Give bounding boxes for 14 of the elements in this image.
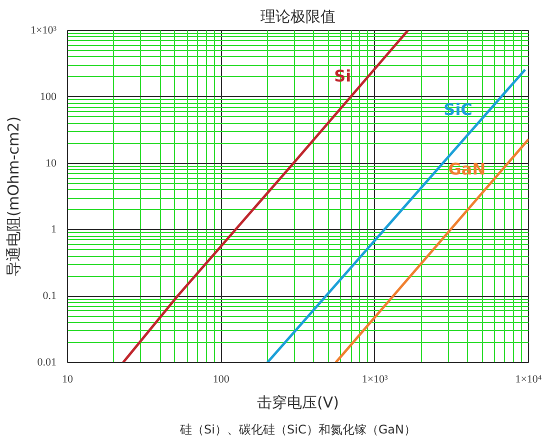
x-tick-label: 1×10³ (362, 374, 389, 386)
x-tick-label: 100 (212, 374, 230, 386)
x-tick-label: 10 (62, 374, 74, 386)
x-axis-title: 击穿电压(V) (257, 394, 339, 412)
y-tick-label: 10 (46, 157, 57, 170)
chart-title: 理论极限值 (260, 8, 336, 26)
y-tick-label: 100 (40, 90, 57, 103)
y-tick-label: 1×10³ (30, 24, 58, 36)
x-tick-label: 1×10⁴ (515, 374, 542, 386)
text: 硅（Si）、碳化硅（SiC）和氮化镓（GaN） (179, 422, 416, 436)
y-tick-label: 1 (51, 224, 56, 236)
y-tick-label: 0.01 (37, 356, 56, 368)
y-tick-label: 0.1 (42, 290, 56, 302)
y-axis-title: 导通电阻(mOhm-cm2) (4, 116, 22, 277)
